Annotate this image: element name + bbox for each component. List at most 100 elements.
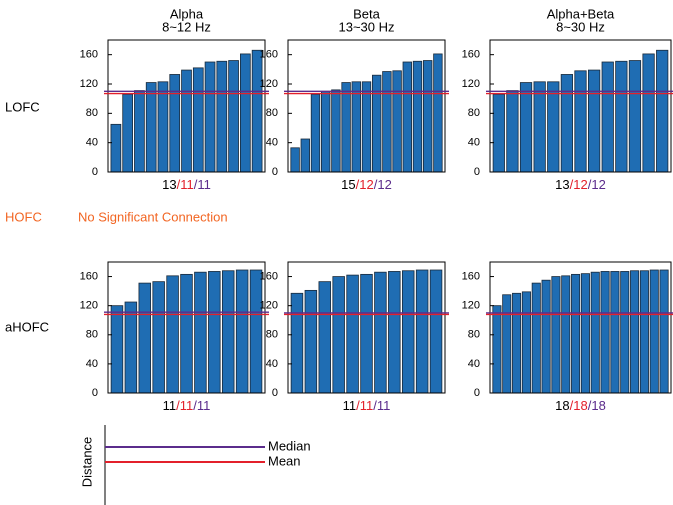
column-band: 13~30 Hz: [338, 19, 394, 34]
bar: [374, 271, 387, 394]
bar: [346, 274, 359, 394]
y-tick-label: 80: [266, 329, 278, 341]
bar: [318, 281, 332, 394]
count: 11: [197, 398, 211, 413]
y-tick-label: 0: [92, 166, 98, 178]
bar: [560, 74, 574, 173]
count: 18: [591, 398, 605, 413]
bar: [290, 147, 300, 173]
y-tick-label: 80: [468, 107, 480, 119]
column-title: Alpha: [170, 6, 204, 21]
count: 11: [343, 398, 357, 413]
y-tick-label: 120: [462, 300, 480, 312]
bar: [138, 282, 152, 394]
legend-axis-label: Distance: [79, 437, 94, 488]
count-separator: /: [374, 177, 378, 192]
y-tick-label: 120: [260, 78, 278, 90]
bar: [361, 81, 372, 173]
bar: [642, 53, 655, 173]
bar: [216, 60, 228, 173]
bar: [412, 60, 423, 173]
bar: [240, 53, 251, 173]
bar: [531, 282, 541, 394]
bar: [590, 271, 600, 394]
count-separator: /: [176, 398, 180, 413]
bar: [332, 276, 345, 394]
bar: [423, 60, 433, 173]
count: 11: [377, 398, 391, 413]
count: 11: [360, 398, 374, 413]
bar: [124, 301, 138, 394]
column-band: 8~12 Hz: [162, 19, 211, 34]
legend-label: Mean: [268, 453, 301, 468]
bar: [122, 93, 133, 173]
axes-box: [489, 261, 672, 394]
bar: [194, 271, 207, 394]
y-tick-label: 160: [462, 49, 480, 61]
count: 12: [591, 177, 605, 192]
y-tick-label: 120: [462, 78, 480, 90]
y-tick-label: 160: [462, 270, 480, 282]
bar: [321, 90, 331, 173]
bar: [249, 269, 263, 394]
bar: [649, 269, 659, 394]
count-label: 18/18/18: [555, 398, 606, 413]
note: No Significant Connection: [78, 209, 228, 224]
y-tick-label: 80: [468, 329, 480, 341]
bar: [580, 273, 590, 394]
count: 12: [573, 177, 587, 192]
bar: [382, 71, 392, 173]
bar: [360, 273, 373, 394]
axes-box: [107, 261, 266, 394]
bar: [561, 275, 571, 394]
bar: [392, 70, 402, 173]
bar: [492, 305, 502, 394]
count-separator: /: [570, 177, 574, 192]
bar: [628, 60, 642, 173]
bar: [551, 276, 561, 394]
y-tick-label: 40: [468, 358, 480, 370]
bar: [600, 271, 610, 394]
y-tick-label: 160: [260, 270, 278, 282]
bar: [401, 270, 415, 394]
count-separator: /: [588, 398, 592, 413]
bar: [341, 82, 351, 173]
bar: [639, 270, 649, 394]
bar: [574, 70, 587, 173]
count-separator: /: [356, 177, 360, 192]
count-separator: /: [570, 398, 574, 413]
y-tick-label: 80: [86, 107, 98, 119]
count: 11: [180, 177, 194, 192]
bar: [541, 279, 551, 394]
count-separator: /: [193, 398, 197, 413]
bar: [110, 123, 122, 173]
bar: [110, 305, 124, 394]
count-label: 13/12/12: [555, 177, 606, 192]
bar: [310, 93, 321, 173]
bar: [547, 81, 560, 173]
count: 15: [341, 177, 355, 192]
bar: [388, 271, 401, 394]
count: 11: [180, 398, 194, 413]
y-tick-label: 40: [266, 358, 278, 370]
bar: [192, 67, 204, 173]
y-tick-label: 40: [86, 137, 98, 149]
bar: [521, 291, 531, 394]
y-tick-label: 0: [272, 387, 278, 399]
count: 18: [555, 398, 569, 413]
count: 12: [359, 177, 373, 192]
y-tick-label: 80: [86, 329, 98, 341]
bar: [351, 81, 361, 173]
count: 11: [163, 398, 177, 413]
bar: [166, 275, 179, 394]
bar: [145, 82, 157, 173]
bar: [587, 69, 601, 173]
bar: [429, 269, 443, 394]
count-label: 11/11/11: [163, 398, 211, 413]
bar: [630, 270, 640, 394]
y-tick-label: 0: [272, 166, 278, 178]
bar: [415, 269, 429, 394]
bar: [402, 61, 412, 173]
bar: [331, 89, 341, 173]
